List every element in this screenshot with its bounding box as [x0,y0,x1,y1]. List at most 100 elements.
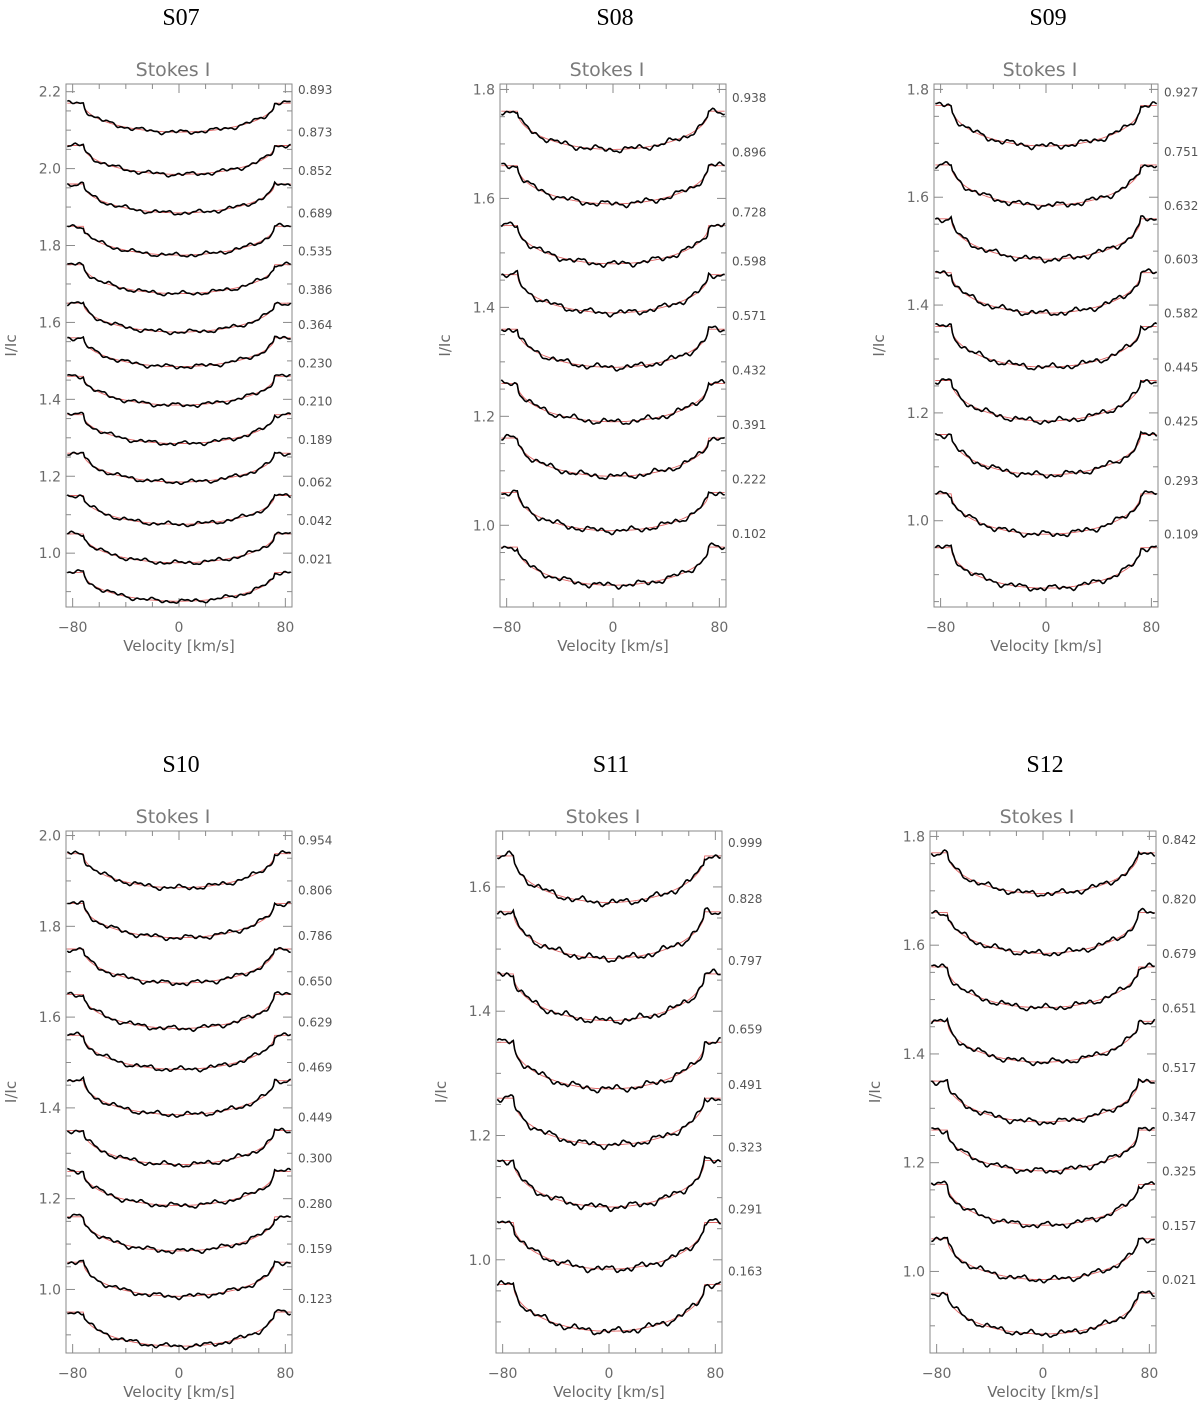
observed-profile [67,1259,291,1301]
observed-profile [496,1094,722,1151]
y-tick-label: 1.0 [907,514,929,530]
x-tick-label: 80 [710,620,728,636]
phase-label: 0.280 [298,1197,332,1211]
observed-profile [501,269,725,318]
phase-label: 0.300 [298,1151,332,1165]
plot-frame [499,83,727,608]
y-tick-label: 1.4 [473,300,495,316]
observed-profile [934,214,1157,264]
model-profile [67,302,291,333]
observed-profile [66,1031,292,1073]
y-tick-label: 1.0 [39,546,61,562]
observed-profile [66,493,292,528]
model-profile [67,495,291,525]
y-tick-label: 1.8 [907,82,929,98]
y-tick-label: 1.8 [39,919,61,935]
y-tick-label: 2.0 [39,829,61,845]
model-profile [67,853,291,889]
y-tick-label: 1.0 [39,1282,61,1298]
y-tick-label: 1.2 [39,1192,61,1208]
panel-s07: S07 Stokes I 1.0 1.2 1.4 1.6 1.8 2.0 2.2 −80 0 80 Ve… [2,5,332,655]
x-tick-label: 0 [175,1366,184,1382]
model-profile [67,337,291,368]
panel-s08: S08 Stokes I 1.0 1.2 1.4 1.6 1.8 −80 0 80 Velocity… [436,5,766,655]
phase-label: 0.517 [1162,1061,1196,1075]
y-tick-label: 1.4 [907,298,929,314]
observed-profile [67,1308,292,1351]
model-profile [931,1020,1155,1063]
phase-label: 0.598 [732,255,766,269]
panel-title: S10 [162,752,199,778]
x-tick-label: −80 [488,1366,518,1382]
y-tick-label: 1.6 [39,1010,61,1026]
model-profile [501,492,725,532]
x-axis-label: Velocity [km/s] [553,1383,664,1401]
observed-profile [496,1218,722,1274]
y-tick-label: 2.0 [39,162,61,178]
observed-profile [500,378,726,426]
model-profile [497,1284,721,1332]
observed-profile [934,160,1158,211]
observed-profile [930,1078,1155,1126]
observed-profile [930,1180,1156,1229]
observed-profile [67,142,292,178]
phase-label: 0.210 [298,395,332,409]
observed-profile [496,1036,721,1094]
observed-profile [500,542,726,590]
x-tick-label: −80 [492,620,522,636]
observed-profile [66,850,292,892]
model-profile [67,145,291,175]
model-profile [501,274,725,314]
observed-profile [66,373,291,409]
phase-label: 0.896 [732,146,766,160]
x-tick-label: −80 [922,1366,952,1382]
model-profile [497,1097,721,1146]
observed-profile [66,301,292,336]
y-tick-label: 1.6 [903,938,925,954]
observed-profile [496,907,722,963]
observed-profile [934,544,1158,592]
panel-title: S08 [596,5,633,31]
phase-label: 0.852 [298,164,332,178]
model-profile [931,1080,1155,1123]
phase-label: 0.163 [728,1265,762,1279]
observed-profile [500,221,726,269]
y-tick-label: 1.0 [473,518,495,534]
phase-label: 0.689 [298,206,332,220]
phase-label: 0.432 [732,364,766,378]
x-tick-label: 0 [1042,620,1051,636]
observed-profile [930,849,1156,898]
phase-label: 0.189 [298,433,332,447]
phase-label: 0.632 [1164,199,1198,213]
observed-profile [935,321,1158,371]
model-profile [935,272,1157,314]
model-profile [497,973,721,1021]
model-profile [501,225,725,265]
model-profile [931,852,1155,894]
y-axis-label: I/Ic [2,334,20,356]
y-tick-label: 1.0 [903,1264,925,1280]
panel-title: S09 [1029,5,1066,31]
phase-label: 0.751 [1164,145,1198,159]
x-tick-label: 0 [609,620,618,636]
y-axis-label: I/Ic [436,334,454,356]
model-profile [67,1034,291,1070]
y-tick-label: 1.6 [39,315,61,331]
observed-profile [931,962,1155,1012]
observed-profile [66,1127,291,1168]
phase-label: 0.873 [298,126,332,140]
observed-profile [66,530,292,566]
x-axis-label: Velocity [km/s] [557,637,668,655]
model-profile [931,1238,1155,1281]
panel-subtitle: Stokes I [570,59,645,81]
observed-profile [935,101,1158,151]
phase-label: 0.347 [1162,1110,1196,1124]
observed-profile [67,261,291,297]
observed-profile [931,1236,1155,1284]
plot-frame [495,830,723,1354]
panel-s09: S09 Stokes I 1.0 1.2 1.4 1.6 1.8 −80 0 80 Velocity… [870,5,1198,655]
y-tick-label: 1.2 [907,406,929,422]
observed-profile [66,1075,292,1118]
observed-profile [66,411,292,447]
